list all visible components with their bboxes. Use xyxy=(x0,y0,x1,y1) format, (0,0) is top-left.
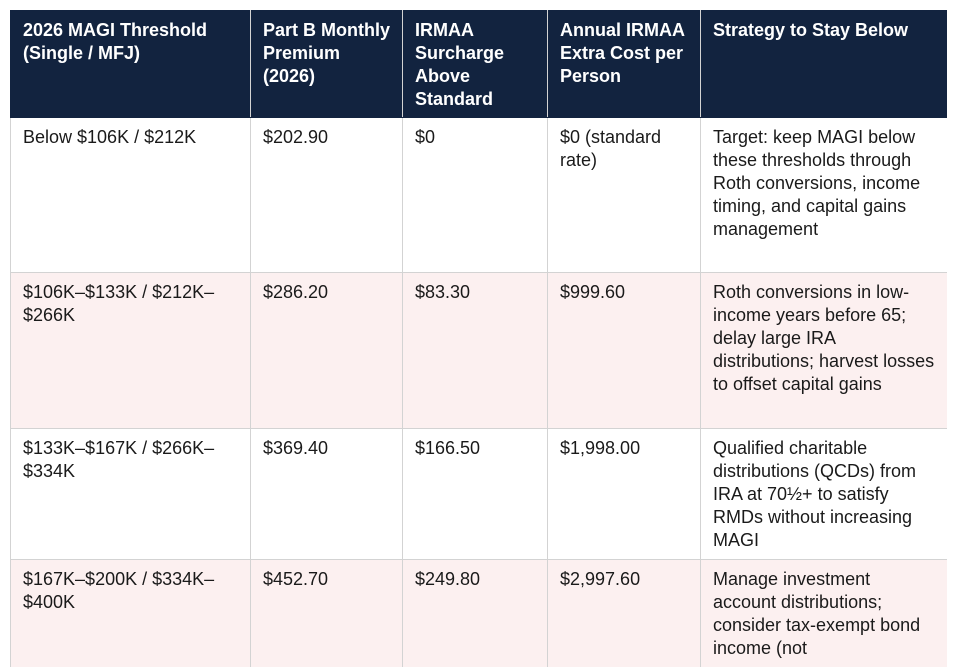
header-cell: Strategy to Stay Below xyxy=(700,10,947,118)
table-row: $133K–$167K / $266K–$334K $369.40 $166.50 $… xyxy=(10,428,947,560)
table-cell: Below $106K / $212K xyxy=(10,117,251,273)
header-row: 2026 MAGI Threshold (Single / MFJ) Part B… xyxy=(10,10,947,118)
table-cell: Manage investment account distributions;… xyxy=(700,559,947,667)
table-row: $106K–$133K / $212K–$266K $286.20 $83.30 $9… xyxy=(10,272,947,429)
table-cell: $1,998.00 xyxy=(547,428,701,560)
header-cell: Annual IRMAA Extra Cost per Person xyxy=(547,10,701,118)
table-cell: $0 xyxy=(402,117,548,273)
header-cell: Part B Monthly Premium (2026) xyxy=(250,10,403,118)
header-cell: IRMAA Surcharge Above Standard xyxy=(402,10,548,118)
table-cell: $249.80 xyxy=(402,559,548,667)
table-container: 2026 MAGI Threshold (Single / MFJ) Part B… xyxy=(10,10,947,667)
table-cell: $2,997.60 xyxy=(547,559,701,667)
table-cell: $166.50 xyxy=(402,428,548,560)
table-cell: Roth conversions in low-income years bef… xyxy=(700,272,947,429)
table-cell: $286.20 xyxy=(250,272,403,429)
table-cell: $369.40 xyxy=(250,428,403,560)
header-cell: 2026 MAGI Threshold (Single / MFJ) xyxy=(10,10,251,118)
irmaa-table: 2026 MAGI Threshold (Single / MFJ) Part B… xyxy=(10,10,947,667)
table-cell: Qualified charitable distributions (QCDs… xyxy=(700,428,947,560)
table-cell: $133K–$167K / $266K–$334K xyxy=(10,428,251,560)
table-cell: $167K–$200K / $334K–$400K xyxy=(10,559,251,667)
table-row: $167K–$200K / $334K–$400K $452.70 $249.80 $… xyxy=(10,559,947,667)
table-cell: $452.70 xyxy=(250,559,403,667)
table-cell: $0 (standard rate) xyxy=(547,117,701,273)
table-cell: $202.90 xyxy=(250,117,403,273)
table-cell: Target: keep MAGI below these thresholds… xyxy=(700,117,947,273)
table-cell: $83.30 xyxy=(402,272,548,429)
table-cell: $106K–$133K / $212K–$266K xyxy=(10,272,251,429)
table-row: Below $106K / $212K $202.90 $0 $0 (standard… xyxy=(10,117,947,273)
table-cell: $999.60 xyxy=(547,272,701,429)
